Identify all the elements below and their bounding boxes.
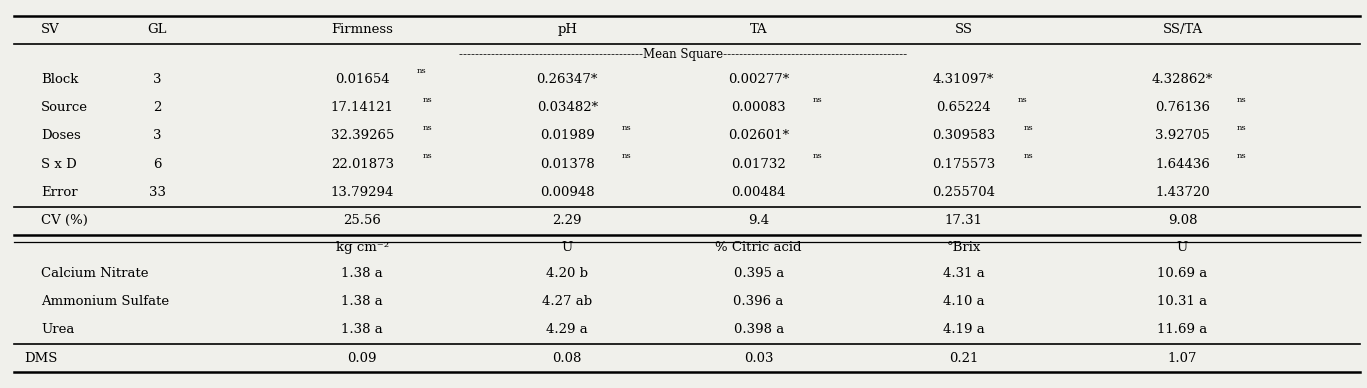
Text: 17.31: 17.31	[945, 215, 983, 227]
Text: 0.398 a: 0.398 a	[734, 324, 783, 336]
Text: 4.19 a: 4.19 a	[943, 324, 984, 336]
Text: 0.09: 0.09	[347, 352, 377, 365]
Text: 0.26347*: 0.26347*	[537, 73, 597, 86]
Text: 1.38 a: 1.38 a	[342, 267, 383, 280]
Text: 1.64436: 1.64436	[1155, 158, 1210, 171]
Text: 0.00083: 0.00083	[731, 101, 786, 114]
Text: ns: ns	[416, 68, 427, 75]
Text: 25.56: 25.56	[343, 215, 381, 227]
Text: ns: ns	[1236, 124, 1247, 132]
Text: ns: ns	[812, 96, 823, 104]
Text: 1.38 a: 1.38 a	[342, 295, 383, 308]
Text: Firmness: Firmness	[331, 23, 394, 36]
Text: Source: Source	[41, 101, 87, 114]
Text: 0.01378: 0.01378	[540, 158, 595, 171]
Text: Block: Block	[41, 73, 78, 86]
Text: % Citric acid: % Citric acid	[715, 241, 802, 254]
Text: 0.01732: 0.01732	[731, 158, 786, 171]
Text: °Brix: °Brix	[946, 241, 982, 254]
Text: 4.27 ab: 4.27 ab	[543, 295, 592, 308]
Text: 33: 33	[149, 186, 165, 199]
Text: 0.00948: 0.00948	[540, 186, 595, 199]
Text: SS: SS	[954, 23, 973, 36]
Text: ns: ns	[422, 124, 432, 132]
Text: 1.38 a: 1.38 a	[342, 324, 383, 336]
Text: 0.01989: 0.01989	[540, 130, 595, 142]
Text: 0.02601*: 0.02601*	[729, 130, 789, 142]
Text: 2.29: 2.29	[552, 215, 582, 227]
Text: ----------------------------------------------Mean Square-----------------------: ----------------------------------------…	[459, 48, 908, 61]
Text: ns: ns	[1024, 152, 1033, 160]
Text: U: U	[1177, 241, 1188, 254]
Text: ns: ns	[1024, 124, 1033, 132]
Text: 32.39265: 32.39265	[331, 130, 394, 142]
Text: ns: ns	[1236, 152, 1247, 160]
Text: 4.20 b: 4.20 b	[547, 267, 588, 280]
Text: 0.395 a: 0.395 a	[734, 267, 783, 280]
Text: 0.21: 0.21	[949, 352, 979, 365]
Text: 0.00277*: 0.00277*	[729, 73, 789, 86]
Text: 4.32862*: 4.32862*	[1152, 73, 1213, 86]
Text: 0.01654: 0.01654	[335, 73, 390, 86]
Text: ns: ns	[621, 124, 632, 132]
Text: 0.309583: 0.309583	[932, 130, 995, 142]
Text: 17.14121: 17.14121	[331, 101, 394, 114]
Text: 0.396 a: 0.396 a	[734, 295, 783, 308]
Text: 11.69 a: 11.69 a	[1158, 324, 1207, 336]
Text: ns: ns	[1017, 96, 1028, 104]
Text: ns: ns	[621, 152, 632, 160]
Text: 0.03482*: 0.03482*	[537, 101, 597, 114]
Text: 0.255704: 0.255704	[932, 186, 995, 199]
Text: CV (%): CV (%)	[41, 215, 87, 227]
Text: 22.01873: 22.01873	[331, 158, 394, 171]
Text: kg cm⁻²: kg cm⁻²	[336, 241, 388, 254]
Text: 4.10 a: 4.10 a	[943, 295, 984, 308]
Text: 0.03: 0.03	[744, 352, 774, 365]
Text: 10.31 a: 10.31 a	[1158, 295, 1207, 308]
Text: 1.07: 1.07	[1167, 352, 1197, 365]
Text: 0.76136: 0.76136	[1155, 101, 1210, 114]
Text: pH: pH	[558, 23, 577, 36]
Text: GL: GL	[148, 23, 167, 36]
Text: 4.29 a: 4.29 a	[547, 324, 588, 336]
Text: TA: TA	[750, 23, 767, 36]
Text: 9.08: 9.08	[1167, 215, 1197, 227]
Text: ns: ns	[422, 96, 432, 104]
Text: 4.31 a: 4.31 a	[943, 267, 984, 280]
Text: 3.92705: 3.92705	[1155, 130, 1210, 142]
Text: Calcium Nitrate: Calcium Nitrate	[41, 267, 149, 280]
Text: Doses: Doses	[41, 130, 81, 142]
Text: 1.43720: 1.43720	[1155, 186, 1210, 199]
Text: 0.00484: 0.00484	[731, 186, 786, 199]
Text: 13.79294: 13.79294	[331, 186, 394, 199]
Text: 9.4: 9.4	[748, 215, 770, 227]
Text: ns: ns	[422, 152, 432, 160]
Text: 0.08: 0.08	[552, 352, 582, 365]
Text: 2: 2	[153, 101, 161, 114]
Text: 6: 6	[153, 158, 161, 171]
Text: 10.69 a: 10.69 a	[1158, 267, 1207, 280]
Text: S x D: S x D	[41, 158, 77, 171]
Text: SV: SV	[41, 23, 60, 36]
Text: 3: 3	[153, 73, 161, 86]
Text: 3: 3	[153, 130, 161, 142]
Text: 0.175573: 0.175573	[932, 158, 995, 171]
Text: U: U	[562, 241, 573, 254]
Text: ns: ns	[1236, 96, 1247, 104]
Text: SS/TA: SS/TA	[1162, 23, 1203, 36]
Text: 0.65224: 0.65224	[936, 101, 991, 114]
Text: Ammonium Sulfate: Ammonium Sulfate	[41, 295, 170, 308]
Text: 4.31097*: 4.31097*	[934, 73, 994, 86]
Text: Error: Error	[41, 186, 78, 199]
Text: Urea: Urea	[41, 324, 74, 336]
Text: ns: ns	[812, 152, 823, 160]
Text: DMS: DMS	[25, 352, 57, 365]
